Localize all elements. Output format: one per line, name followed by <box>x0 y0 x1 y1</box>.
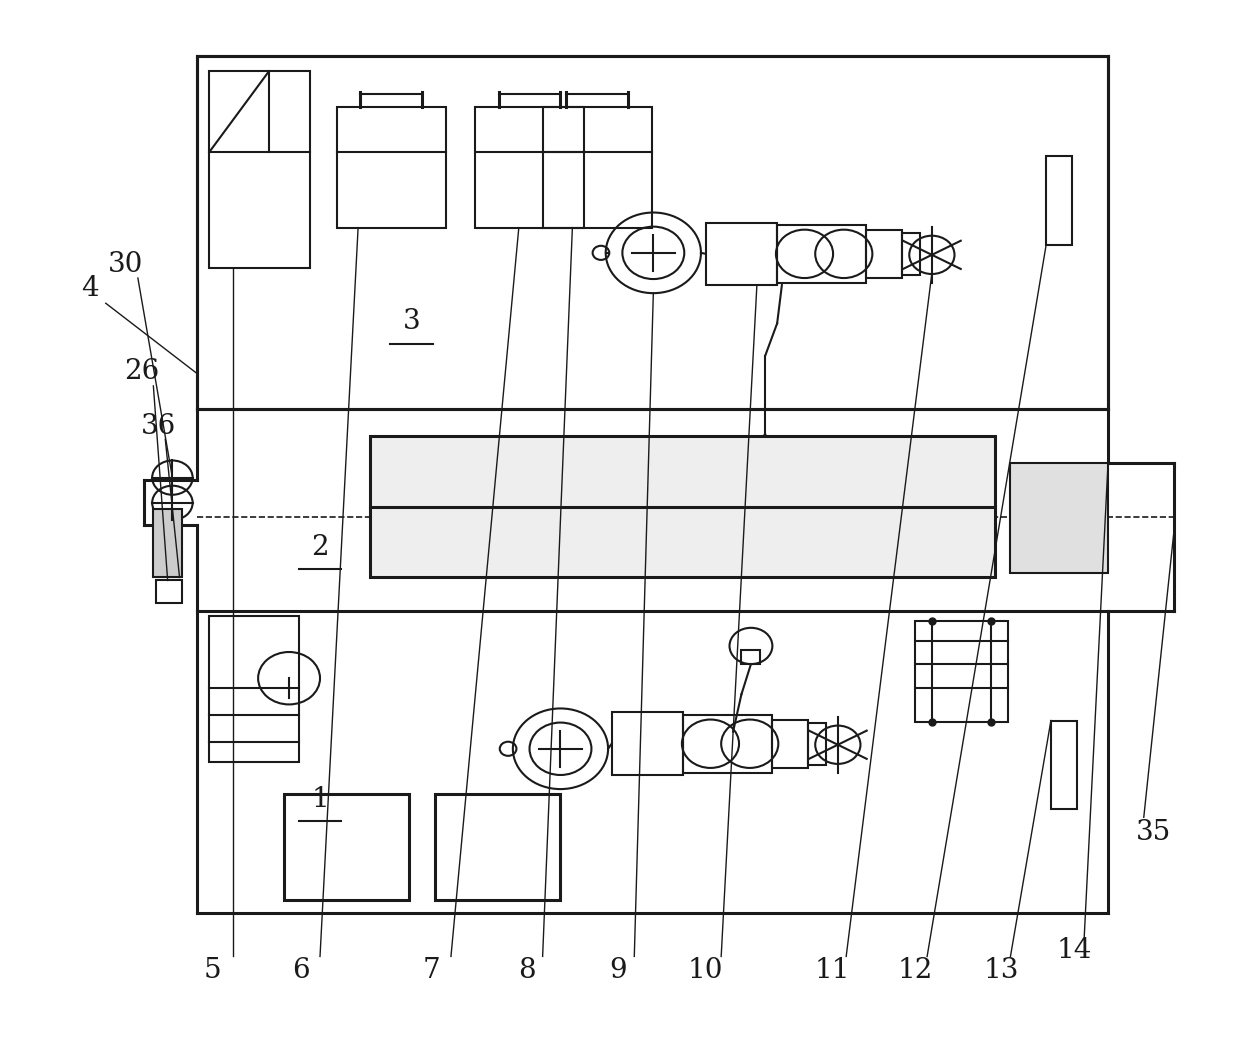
Bar <box>915 621 1008 721</box>
Text: 30: 30 <box>108 251 144 278</box>
Bar <box>1011 462 1109 573</box>
Bar <box>156 581 182 603</box>
Text: 13: 13 <box>983 957 1018 984</box>
Bar <box>1047 156 1073 245</box>
Text: 11: 11 <box>815 957 849 984</box>
Bar <box>475 107 584 228</box>
Text: 7: 7 <box>423 957 440 984</box>
Text: 14: 14 <box>1056 937 1092 964</box>
Bar <box>197 57 1109 410</box>
Text: 1: 1 <box>311 785 329 813</box>
Text: 8: 8 <box>518 957 536 984</box>
Text: 6: 6 <box>293 957 310 984</box>
Bar <box>729 470 749 485</box>
Bar <box>867 230 903 278</box>
Bar <box>611 713 683 775</box>
Bar <box>683 714 773 773</box>
Text: 12: 12 <box>898 957 932 984</box>
Bar <box>543 107 652 228</box>
Bar <box>1052 720 1078 810</box>
Text: 10: 10 <box>688 957 723 984</box>
Bar <box>706 223 777 286</box>
Bar <box>777 225 867 284</box>
Text: 36: 36 <box>140 413 176 440</box>
Bar <box>284 794 409 900</box>
Bar <box>773 719 808 768</box>
Bar <box>742 650 760 664</box>
Text: 4: 4 <box>82 275 99 301</box>
Text: 35: 35 <box>1136 819 1171 846</box>
Text: 26: 26 <box>124 358 159 385</box>
Text: 3: 3 <box>403 308 420 335</box>
Text: 5: 5 <box>205 957 222 984</box>
Text: 9: 9 <box>609 957 626 984</box>
Bar <box>903 233 920 275</box>
Bar <box>210 615 299 762</box>
Bar <box>337 107 446 228</box>
Bar <box>370 437 994 578</box>
Bar <box>154 509 182 578</box>
Text: 2: 2 <box>311 533 329 561</box>
Bar <box>435 794 560 900</box>
Bar <box>808 722 826 764</box>
Bar <box>210 71 310 268</box>
